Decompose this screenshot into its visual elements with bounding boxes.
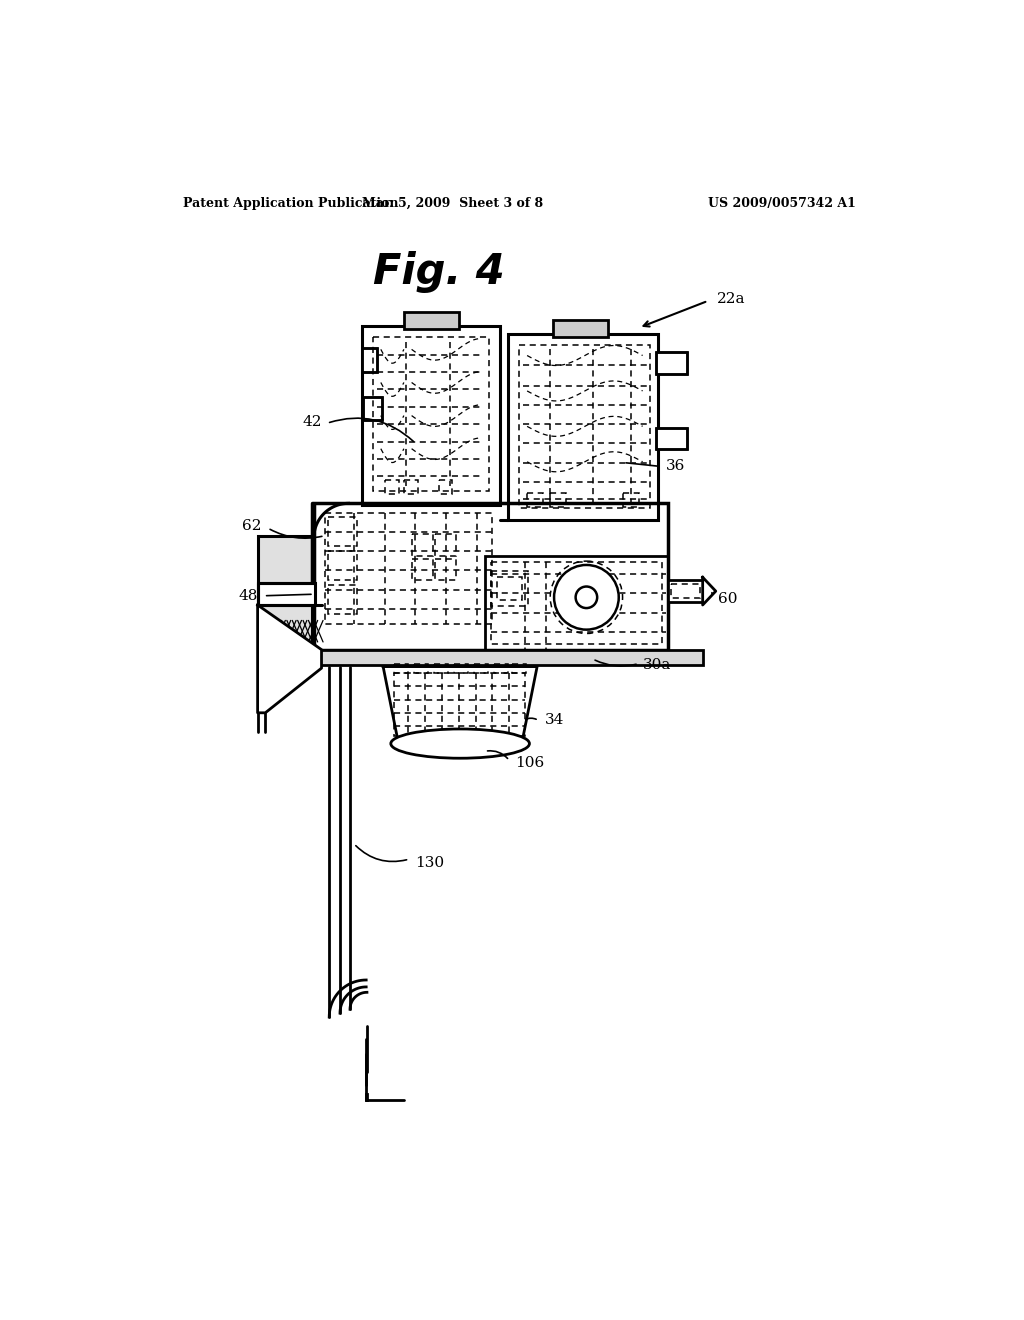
Bar — [494, 664, 508, 673]
Bar — [361, 348, 377, 372]
Text: 62: 62 — [242, 520, 261, 533]
Text: Fig. 4: Fig. 4 — [373, 251, 505, 293]
Bar — [656, 352, 687, 374]
Bar — [474, 664, 487, 673]
Bar — [550, 494, 565, 507]
Bar — [435, 558, 457, 581]
Bar — [434, 664, 447, 673]
Bar — [328, 552, 357, 581]
Text: Mar. 5, 2009  Sheet 3 of 8: Mar. 5, 2009 Sheet 3 of 8 — [361, 197, 543, 210]
Bar — [527, 494, 543, 507]
Bar — [403, 313, 460, 330]
Bar — [361, 326, 500, 506]
Bar — [454, 664, 468, 673]
Bar — [497, 577, 521, 601]
Bar — [385, 480, 398, 494]
Bar — [412, 535, 433, 556]
Circle shape — [575, 586, 597, 609]
Bar — [412, 558, 433, 581]
Circle shape — [554, 565, 618, 630]
Bar — [258, 583, 315, 605]
Bar — [512, 664, 526, 673]
Bar — [394, 664, 408, 673]
Bar — [668, 581, 702, 602]
Bar — [364, 397, 382, 420]
Bar — [553, 321, 608, 337]
Ellipse shape — [391, 729, 529, 758]
Bar — [364, 397, 382, 420]
Bar — [258, 536, 311, 663]
Bar — [671, 585, 700, 598]
Bar — [313, 503, 668, 649]
Bar — [435, 535, 457, 556]
Text: 48: 48 — [239, 589, 258, 603]
Bar — [325, 512, 493, 624]
Bar — [438, 480, 453, 494]
Bar — [484, 556, 668, 649]
Polygon shape — [258, 605, 322, 713]
Polygon shape — [702, 577, 716, 605]
Bar — [508, 334, 658, 520]
Text: Patent Application Publication: Patent Application Publication — [183, 197, 398, 210]
Bar — [656, 352, 687, 374]
Bar — [656, 428, 687, 449]
Bar — [490, 572, 528, 606]
Text: 36: 36 — [666, 459, 685, 474]
Text: 60: 60 — [718, 591, 737, 606]
Bar — [519, 345, 650, 508]
Bar — [490, 562, 662, 644]
Bar — [414, 664, 428, 673]
Bar — [394, 673, 525, 737]
Text: 22a: 22a — [717, 292, 745, 305]
Text: 34: 34 — [545, 714, 564, 727]
Text: US 2009/0057342 A1: US 2009/0057342 A1 — [708, 197, 856, 210]
Text: 30a: 30a — [643, 659, 671, 672]
Bar — [403, 480, 418, 494]
Bar — [296, 649, 702, 665]
Bar — [624, 494, 639, 507]
Text: 106: 106 — [515, 756, 545, 770]
Bar — [328, 585, 357, 614]
Bar — [656, 428, 687, 449]
Bar — [361, 348, 377, 372]
Text: 42: 42 — [302, 414, 322, 429]
Text: 130: 130 — [416, 855, 444, 870]
Bar — [373, 337, 488, 491]
Bar — [328, 517, 357, 546]
Polygon shape — [383, 667, 538, 743]
